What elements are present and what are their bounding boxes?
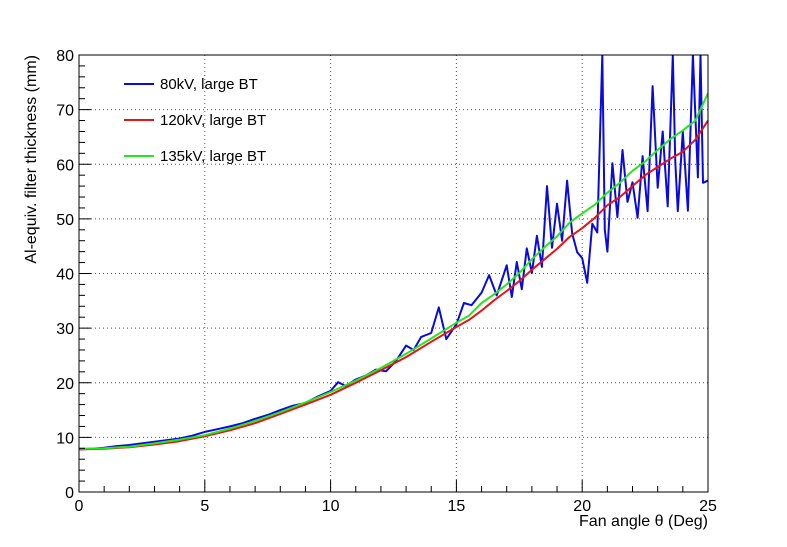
x-tick-label: 0 xyxy=(75,498,84,515)
tick-layer xyxy=(78,54,709,493)
y-tick-label: 60 xyxy=(56,157,74,174)
series-line-3 xyxy=(79,92,708,450)
legend: 80kV, large BT 120kV, large BT 135kV, larg… xyxy=(124,76,266,165)
legend-label-1: 80kV, large BT xyxy=(160,76,258,93)
y-tick-label: 10 xyxy=(56,430,74,447)
x-tick-label: 15 xyxy=(448,498,466,515)
y-tick-label: 70 xyxy=(56,103,74,120)
x-tick-label: 5 xyxy=(200,498,209,515)
y-axis-title: Al-equiv. filter thickness (mm) xyxy=(23,55,40,264)
y-tick-label: 20 xyxy=(56,376,74,393)
y-tick-label: 80 xyxy=(56,48,74,65)
series-line-1 xyxy=(79,55,708,451)
y-tick-label: 40 xyxy=(56,267,74,284)
x-tick-label: 20 xyxy=(573,498,591,515)
series-layer xyxy=(79,55,708,451)
x-axis-title: Fan angle θ (Deg) xyxy=(579,513,708,530)
legend-label-2: 120kV, large BT xyxy=(160,112,266,129)
series-line-2 xyxy=(79,120,708,451)
y-tick-label: 30 xyxy=(56,321,74,338)
legend-label-3: 135kV, large BT xyxy=(160,148,266,165)
x-tick-label: 10 xyxy=(322,498,340,515)
y-tick-label: 50 xyxy=(56,212,74,229)
x-tick-label: 25 xyxy=(699,498,717,515)
label-layer: 0 5 10 15 20 25 0 10 20 30 40 50 60 70 80 xyxy=(56,48,717,515)
y-tick-label: 0 xyxy=(65,485,74,502)
